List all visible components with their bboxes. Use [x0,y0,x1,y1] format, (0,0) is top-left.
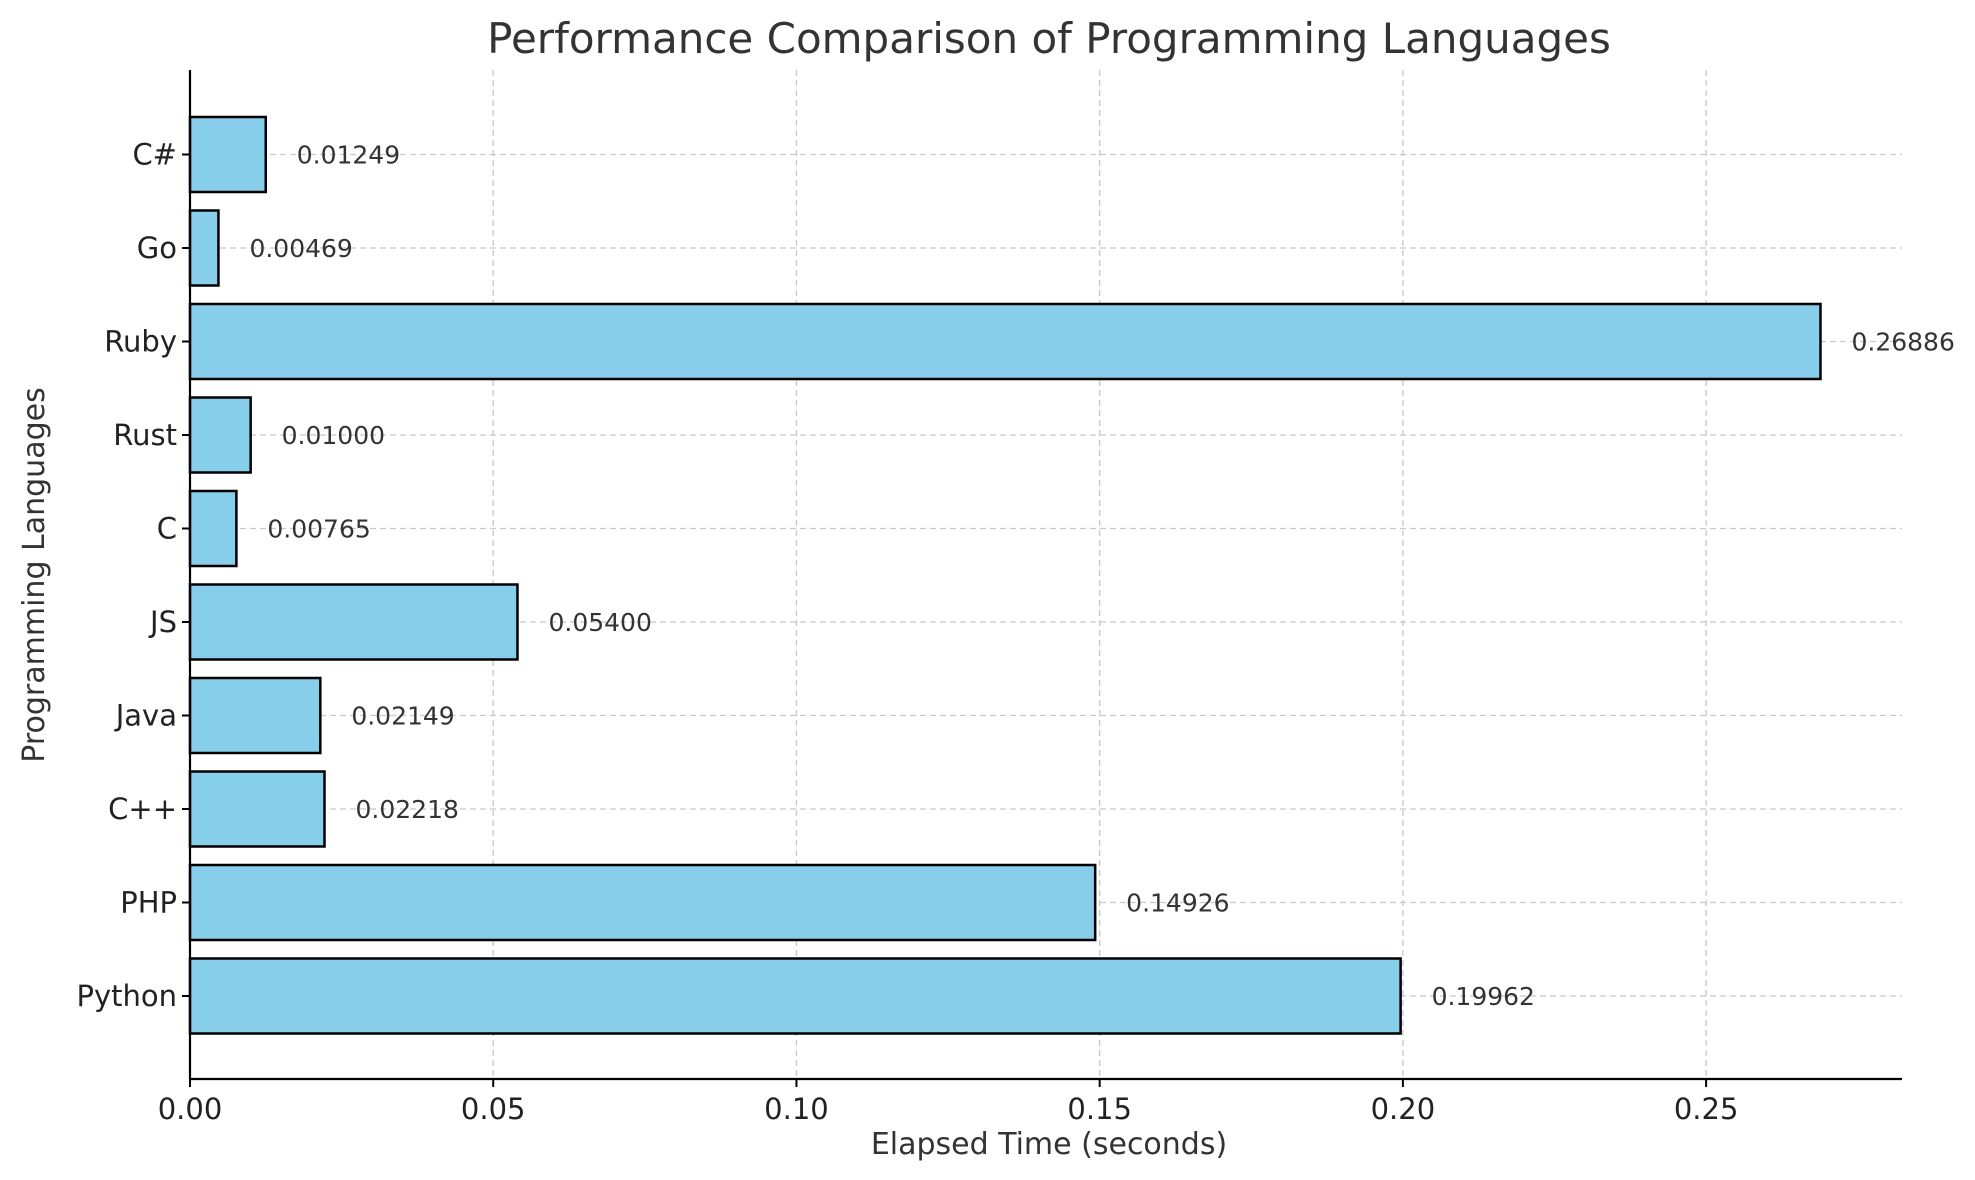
bar-js [188,583,519,661]
y-tick-label: C [157,512,177,546]
x-tick-label: 0.05 [461,1092,526,1126]
bar-c- [188,770,326,848]
chart-title: Performance Comparison of Programming La… [487,14,1611,63]
bar-value-label: 0.02218 [356,795,459,824]
x-tick-label: 0.10 [764,1092,829,1126]
y-tick-label: C++ [108,792,177,826]
bar-go [188,209,220,287]
y-tick-label: C# [132,138,177,172]
bar-rust [188,396,252,474]
bar-value-label: 0.01000 [282,421,385,450]
y-tick-label: Rust [113,418,177,452]
x-tick-label: 0.20 [1371,1092,1436,1126]
bar-value-label: 0.26886 [1851,328,1954,357]
x-tick-label: 0.25 [1674,1092,1739,1126]
y-tick-label: PHP [120,886,177,920]
bar-c [188,489,238,568]
bar-value-label: 0.00765 [267,515,370,544]
axis-layer: 0.00 0.05 0.10 0.15 0.20 0.25 Python PHP C++ Java… [76,70,1902,1126]
bar-value-label: 0.14926 [1126,889,1229,918]
y-axis-label: Programming Languages [17,387,52,762]
bar-layer [188,115,1822,1035]
x-tick-label: 0.00 [158,1092,223,1126]
y-tick-label: JS [148,605,177,639]
y-tick-label: Ruby [104,325,177,359]
bar-value-label: 0.19962 [1432,982,1535,1011]
bar-value-label: 0.05400 [548,608,651,637]
y-tick-label: Java [114,699,177,733]
y-tick-label: Python [76,979,177,1013]
bar-ruby [188,302,1822,381]
bar-value-label: 0.00469 [249,234,352,263]
x-axis-label: Elapsed Time (seconds) [871,1127,1227,1162]
bar-value-label: 0.02149 [351,702,454,731]
bar-python [188,957,1402,1035]
y-tick-label: Go [137,231,177,265]
label-layer: 0.19962 0.14926 0.02218 0.02149 0.05400 0.007… [249,141,1954,1012]
bar-php [188,863,1097,942]
bar-java [188,676,322,755]
bar-value-label: 0.01249 [297,141,400,170]
x-tick-label: 0.15 [1067,1092,1132,1126]
bar-c- [188,115,267,194]
